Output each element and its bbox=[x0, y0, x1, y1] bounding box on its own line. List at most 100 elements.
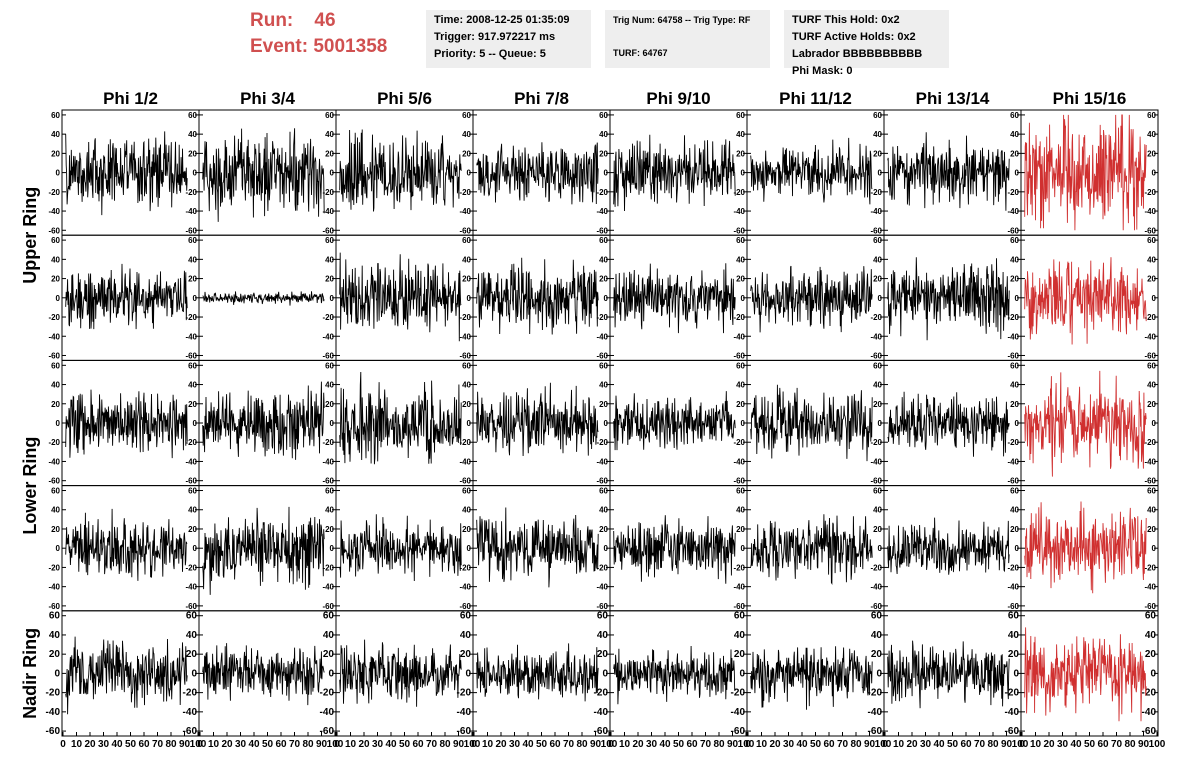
y-tick-label: -40 bbox=[1144, 207, 1156, 216]
x-tick-label: 90 bbox=[727, 739, 739, 750]
y-tick-label: -20 bbox=[48, 188, 60, 197]
y-tick-label: -40 bbox=[48, 207, 60, 216]
y-tick-label: 60 bbox=[736, 111, 745, 120]
y-tick-label: 20 bbox=[1008, 649, 1020, 660]
waveform-trace bbox=[1024, 257, 1147, 345]
x-tick-label: 70 bbox=[837, 739, 849, 750]
y-tick-label: -40 bbox=[183, 707, 198, 718]
y-tick-label: 40 bbox=[462, 130, 471, 139]
y-tick-label: 60 bbox=[599, 361, 608, 370]
y-tick-label: 0 bbox=[1013, 668, 1019, 679]
waveform-trace bbox=[339, 371, 462, 465]
x-tick-label: 60 bbox=[275, 739, 287, 750]
y-tick-label: -20 bbox=[596, 438, 608, 447]
x-tick-label: 50 bbox=[399, 739, 411, 750]
y-tick-label: -40 bbox=[733, 457, 745, 466]
y-tick-label: 0 bbox=[741, 294, 746, 303]
x-tick-label: 70 bbox=[974, 739, 986, 750]
x-tick-label: 20 bbox=[221, 739, 233, 750]
y-tick-label: -60 bbox=[733, 226, 745, 235]
phi-column-title: Phi 5/6 bbox=[377, 89, 432, 108]
y-tick-label: 20 bbox=[462, 275, 471, 284]
x-tick-label: 50 bbox=[810, 739, 822, 750]
y-tick-label: -60 bbox=[1144, 602, 1156, 611]
y-tick-label: 40 bbox=[188, 255, 197, 264]
y-tick-label: 20 bbox=[51, 149, 60, 158]
y-tick-label: 60 bbox=[873, 111, 882, 120]
y-tick-label: -40 bbox=[322, 583, 334, 592]
y-tick-label: -40 bbox=[320, 707, 335, 718]
y-tick-label: -20 bbox=[1142, 688, 1157, 699]
y-tick-label: -40 bbox=[48, 583, 60, 592]
y-tick-label: -40 bbox=[1007, 207, 1019, 216]
y-tick-label: -20 bbox=[870, 563, 882, 572]
turf-info-box: TURF This Hold: 0x2 TURF Active Holds: 0… bbox=[784, 10, 949, 77]
waveform-trace bbox=[476, 643, 599, 702]
y-tick-label: 40 bbox=[325, 130, 334, 139]
x-tick-label: 70 bbox=[152, 739, 164, 750]
y-tick-label: -40 bbox=[185, 207, 197, 216]
x-tick-label: 50 bbox=[947, 739, 959, 750]
y-tick-label: 40 bbox=[325, 381, 334, 390]
x-tick-label: 70 bbox=[426, 739, 438, 750]
trig-info-box: Trig Num: 64758 -- Trig Type: RF TURF: 6… bbox=[605, 10, 770, 68]
x-tick-label: 80 bbox=[987, 739, 999, 750]
ring-label: Nadir Ring bbox=[20, 628, 40, 719]
y-tick-label: -60 bbox=[322, 226, 334, 235]
x-tick-label: 40 bbox=[385, 739, 397, 750]
y-tick-label: -20 bbox=[596, 563, 608, 572]
run-label: Run: bbox=[250, 10, 294, 31]
x-tick-label: 70 bbox=[289, 739, 301, 750]
x-tick-label: 30 bbox=[98, 739, 110, 750]
y-tick-label: 20 bbox=[736, 525, 745, 534]
y-tick-label: 0 bbox=[1152, 544, 1157, 553]
y-tick-label: 60 bbox=[1147, 236, 1156, 245]
y-tick-label: 60 bbox=[1010, 361, 1019, 370]
y-tick-label: 0 bbox=[330, 544, 335, 553]
y-tick-label: 20 bbox=[51, 400, 60, 409]
y-tick-label: 20 bbox=[462, 400, 471, 409]
y-tick-label: -60 bbox=[457, 726, 472, 737]
y-tick-label: 40 bbox=[599, 381, 608, 390]
y-tick-label: 40 bbox=[462, 381, 471, 390]
y-tick-label: 60 bbox=[325, 487, 334, 496]
y-tick-label: 0 bbox=[1015, 419, 1020, 428]
y-tick-label: -40 bbox=[1007, 332, 1019, 341]
y-tick-label: -60 bbox=[1144, 351, 1156, 360]
y-tick-label: 40 bbox=[597, 630, 609, 641]
y-tick-label: -60 bbox=[322, 602, 334, 611]
y-tick-label: 20 bbox=[188, 275, 197, 284]
waveform-trace bbox=[1024, 370, 1147, 477]
y-tick-label: -40 bbox=[185, 583, 197, 592]
waveform-trace bbox=[339, 129, 462, 212]
y-tick-label: -60 bbox=[733, 602, 745, 611]
y-tick-label: 60 bbox=[1147, 361, 1156, 370]
x-tick-label: 50 bbox=[125, 739, 137, 750]
y-tick-label: -60 bbox=[459, 226, 471, 235]
y-tick-label: -60 bbox=[46, 726, 61, 737]
y-tick-label: -20 bbox=[459, 313, 471, 322]
y-tick-label: 60 bbox=[1147, 111, 1156, 120]
y-tick-label: -40 bbox=[733, 207, 745, 216]
y-tick-label: 60 bbox=[186, 611, 198, 622]
x-tick-label: 20 bbox=[358, 739, 370, 750]
y-tick-label: 60 bbox=[325, 236, 334, 245]
x-tick-label: 100 bbox=[875, 739, 892, 750]
y-tick-label: 0 bbox=[1152, 169, 1157, 178]
y-tick-label: -60 bbox=[48, 226, 60, 235]
y-tick-label: 0 bbox=[56, 419, 61, 428]
y-tick-label: -20 bbox=[1144, 313, 1156, 322]
x-tick-label: 40 bbox=[111, 739, 123, 750]
y-tick-label: 0 bbox=[604, 294, 609, 303]
y-tick-label: -40 bbox=[322, 457, 334, 466]
y-tick-label: -60 bbox=[870, 477, 882, 486]
y-tick-label: 0 bbox=[193, 544, 198, 553]
y-tick-label: 40 bbox=[736, 381, 745, 390]
y-tick-label: 20 bbox=[873, 400, 882, 409]
y-tick-label: -40 bbox=[594, 707, 609, 718]
phi-column-title: Phi 15/16 bbox=[1053, 89, 1127, 108]
x-tick-label: 80 bbox=[850, 739, 862, 750]
y-tick-label: -40 bbox=[1144, 583, 1156, 592]
y-tick-label: -20 bbox=[183, 688, 198, 699]
x-tick-label: 30 bbox=[1057, 739, 1069, 750]
